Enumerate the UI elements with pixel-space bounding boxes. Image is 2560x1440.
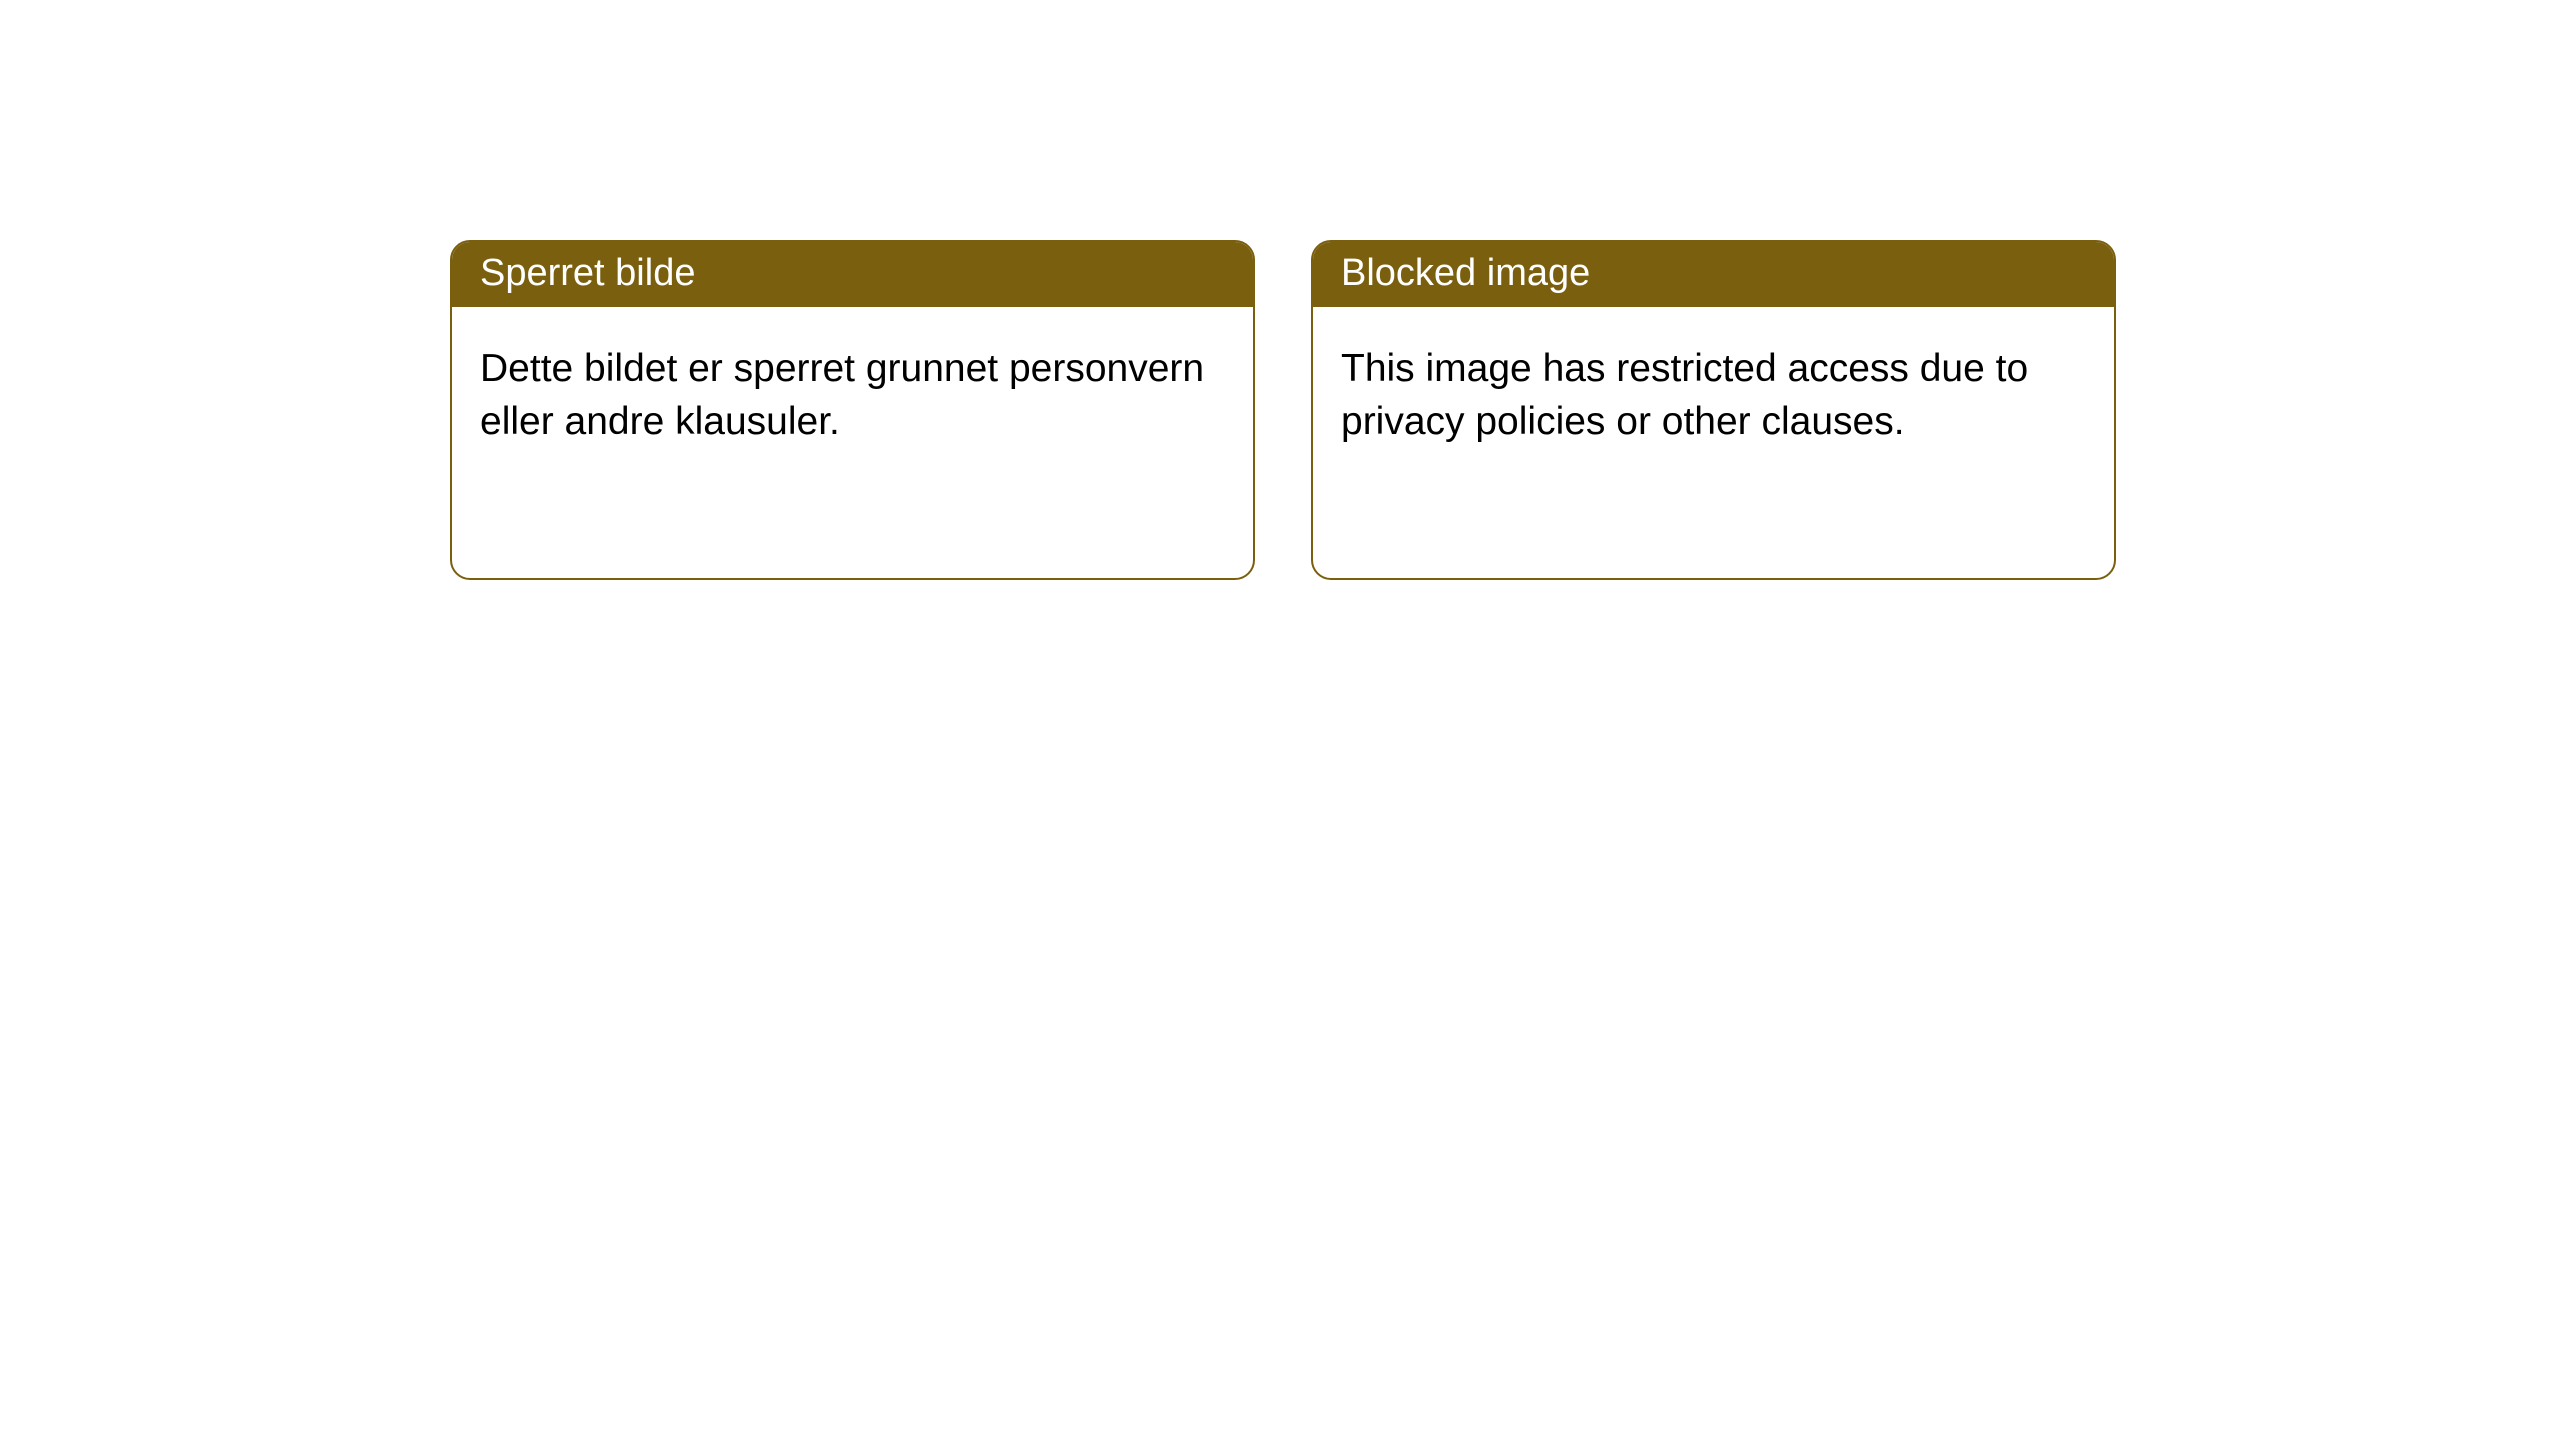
- blocked-image-card-no: Sperret bilde Dette bildet er sperret gr…: [450, 240, 1255, 580]
- card-title-no: Sperret bilde: [480, 252, 695, 294]
- card-body-no: Dette bildet er sperret grunnet personve…: [452, 307, 1253, 484]
- card-body-text-en: This image has restricted access due to …: [1341, 347, 2028, 443]
- card-body-en: This image has restricted access due to …: [1313, 307, 2114, 484]
- card-header-en: Blocked image: [1313, 242, 2114, 307]
- card-header-no: Sperret bilde: [452, 242, 1253, 307]
- card-title-en: Blocked image: [1341, 252, 1590, 294]
- notice-container: Sperret bilde Dette bildet er sperret gr…: [450, 240, 2116, 580]
- card-body-text-no: Dette bildet er sperret grunnet personve…: [480, 347, 1204, 443]
- blocked-image-card-en: Blocked image This image has restricted …: [1311, 240, 2116, 580]
